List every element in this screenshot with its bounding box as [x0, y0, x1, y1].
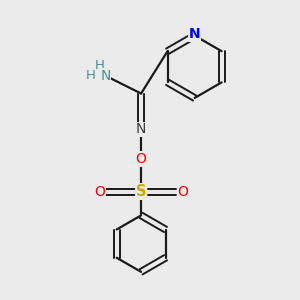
- Text: N: N: [189, 27, 200, 41]
- Text: O: O: [94, 184, 105, 199]
- Text: N: N: [100, 69, 111, 83]
- Text: H: H: [85, 69, 95, 82]
- Text: N: N: [136, 122, 146, 136]
- Text: S: S: [136, 184, 146, 199]
- Text: H: H: [95, 59, 105, 72]
- Text: O: O: [177, 184, 188, 199]
- Text: O: O: [136, 152, 146, 166]
